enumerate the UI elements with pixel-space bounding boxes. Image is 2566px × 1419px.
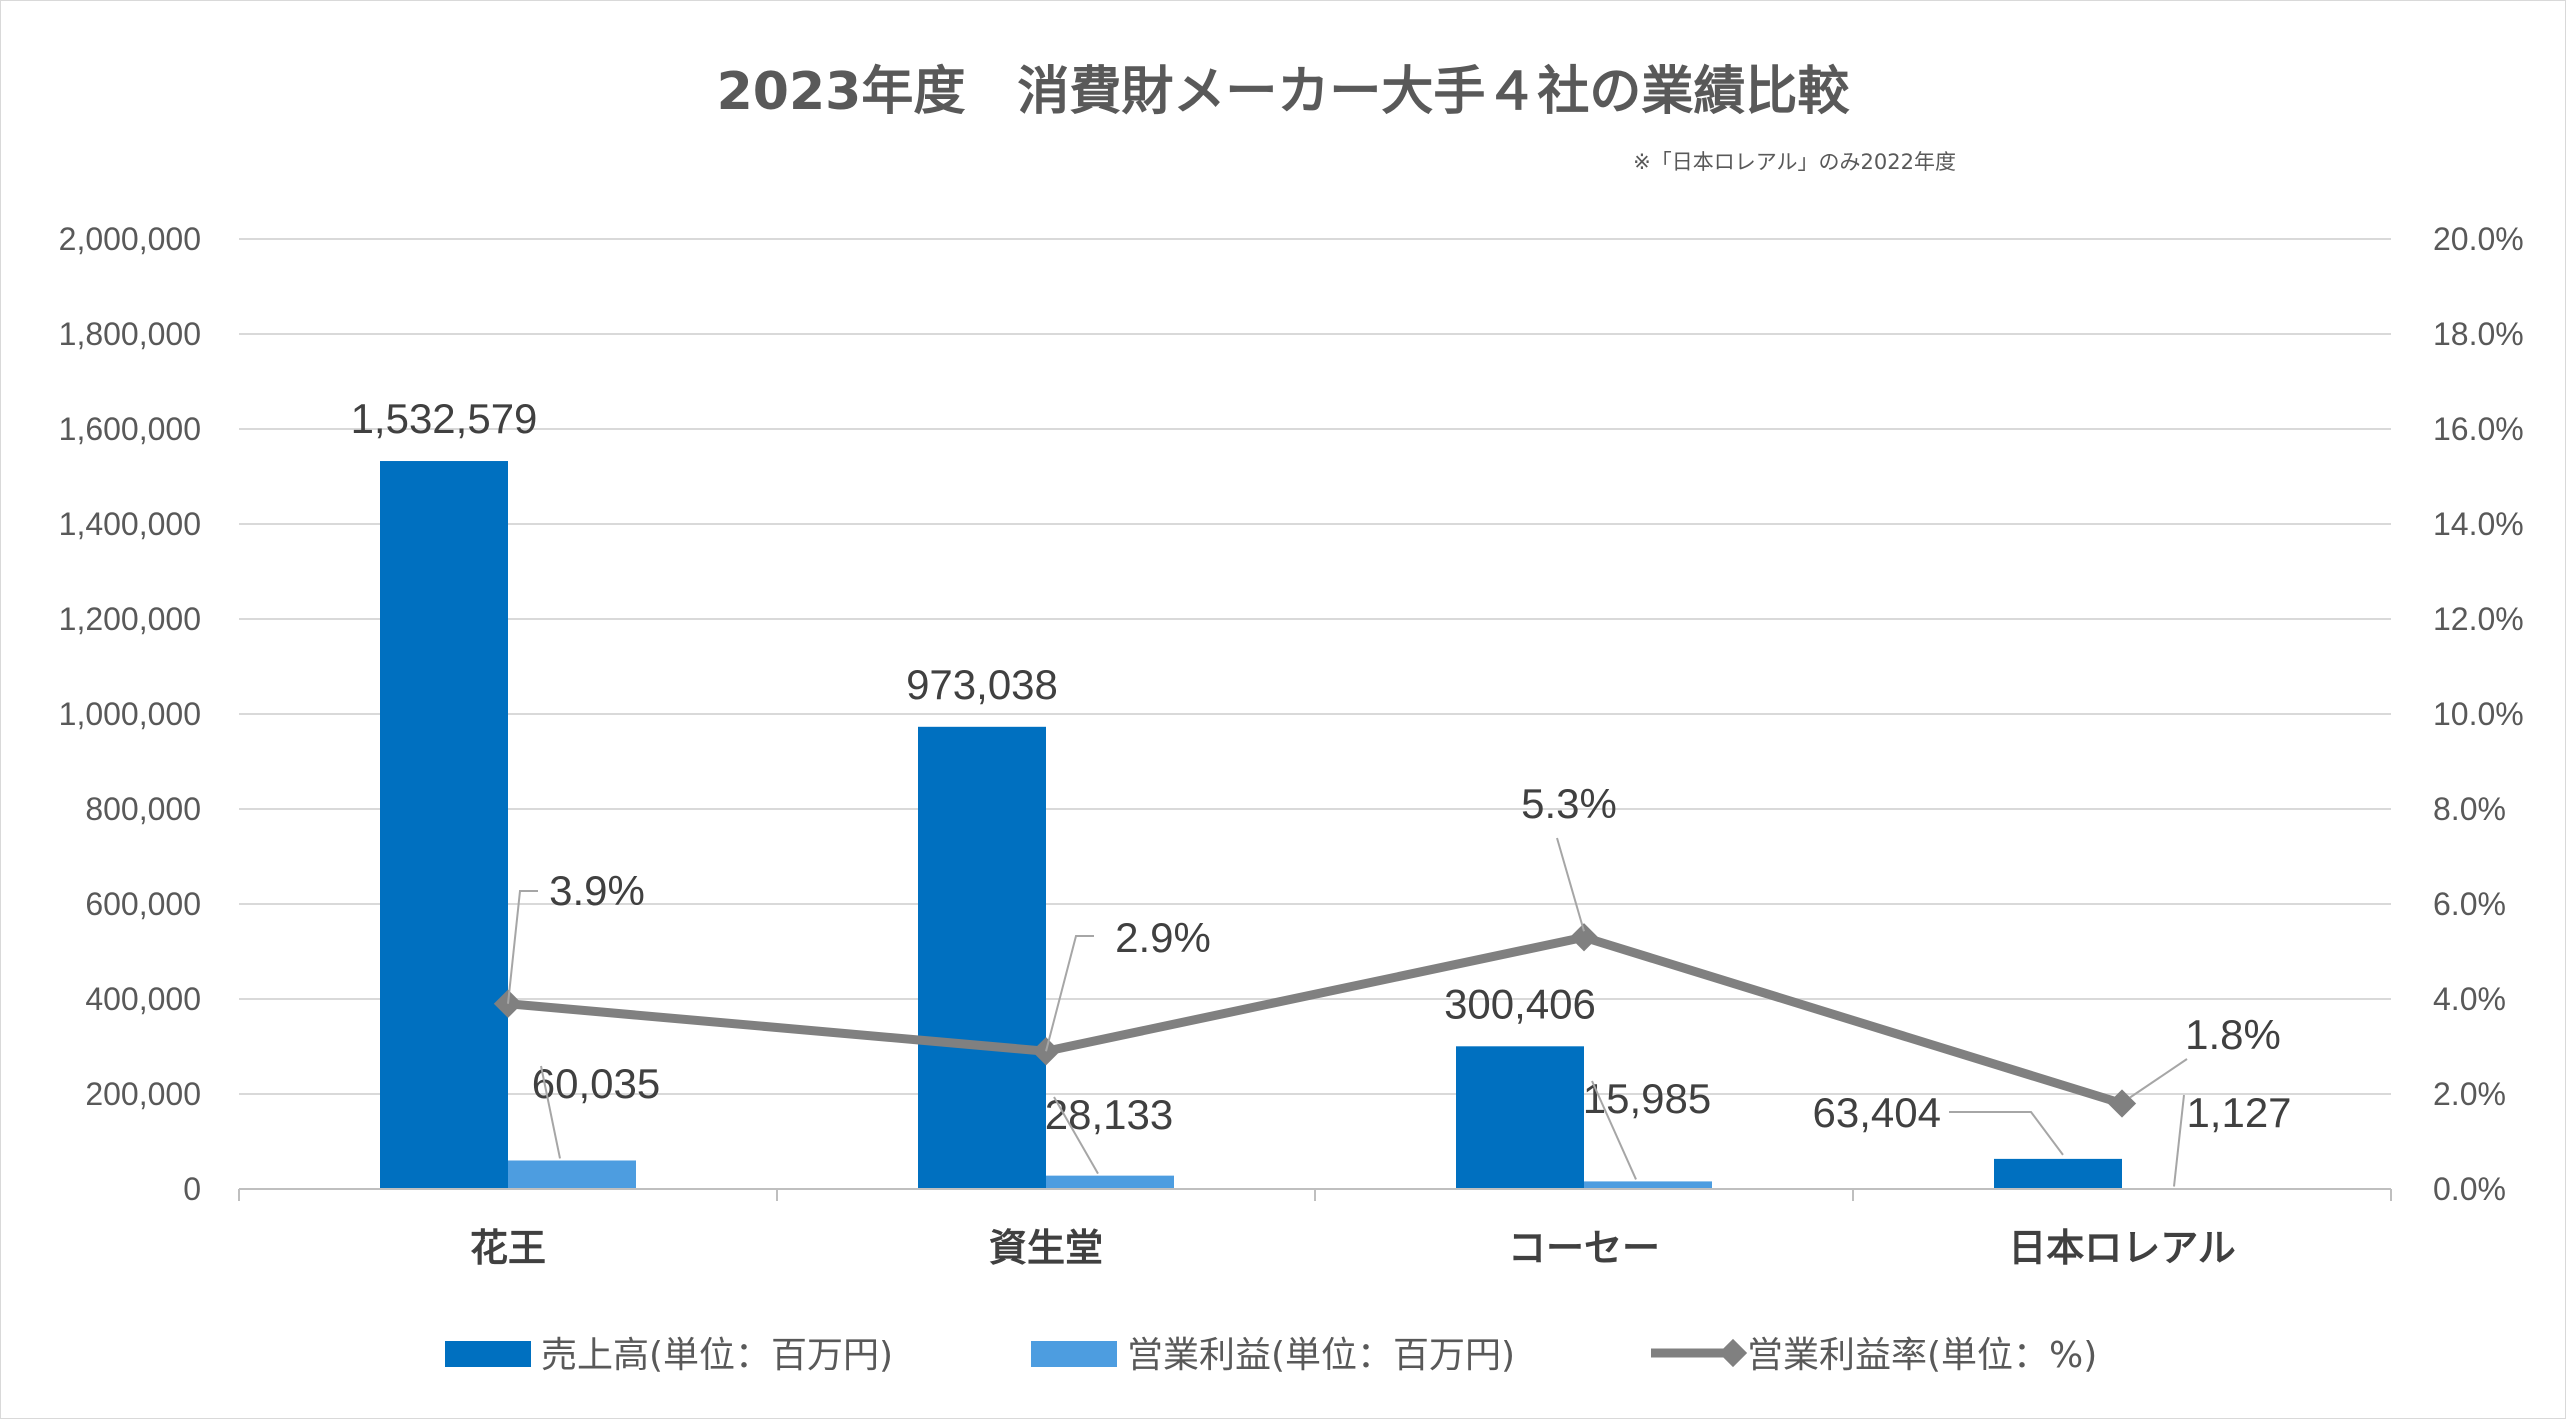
leader-line	[2129, 1058, 2188, 1099]
x-category-label: 花王	[470, 1226, 546, 1270]
leader-line	[1949, 1111, 2064, 1156]
data-label-operating-margin: 3.9%	[549, 867, 645, 914]
y-right-tick-label: 4.0%	[2433, 981, 2506, 1017]
data-label-operating-margin: 5.3%	[1521, 780, 1617, 827]
y-left-tick-label: 1,200,000	[59, 601, 201, 637]
legend-label-operating-margin: 営業利益率(単位：%)	[1747, 1335, 2097, 1376]
data-label-operating-profit: 15,985	[1583, 1075, 1711, 1122]
y-right-tick-label: 6.0%	[2433, 886, 2506, 922]
data-label-operating-profit: 1,127	[2186, 1089, 2291, 1136]
y-left-tick-label: 600,000	[85, 886, 201, 922]
legend-label-operating-profit: 営業利益(単位：百万円)	[1127, 1335, 1515, 1376]
leader-line	[507, 890, 538, 1004]
chart-subtitle: ※「日本ロレアル」のみ2022年度	[1633, 150, 1956, 174]
y-right-tick-label: 20.0%	[2433, 221, 2524, 257]
legend-marker-operating-margin	[1718, 1338, 1748, 1368]
y-left-tick-label: 1,400,000	[59, 506, 201, 542]
line-layer	[493, 923, 2137, 1118]
data-label-operating-margin: 1.8%	[2185, 1011, 2281, 1058]
bar-sales	[918, 726, 1046, 1189]
legend: 売上高(単位：百万円) 営業利益(単位：百万円) 営業利益率(単位：%)	[445, 1335, 2097, 1376]
data-label-sales: 1,532,579	[351, 395, 538, 442]
x-category-label: 資生堂	[989, 1226, 1103, 1270]
data-label-operating-profit: 28,133	[1045, 1091, 1173, 1138]
legend-label-sales: 売上高(単位：百万円)	[541, 1335, 893, 1376]
y-left-tick-label: 1,800,000	[59, 316, 201, 352]
marker-operating-margin	[2107, 1089, 2137, 1118]
data-label-sales: 973,038	[906, 661, 1058, 708]
leader-line	[540, 1065, 561, 1159]
chart-title: 2023年度 消費財メーカー大手４社の業績比較	[717, 62, 1851, 122]
bar-operating-profit	[1046, 1175, 1174, 1189]
leader-line	[2173, 1094, 2185, 1187]
bar-layer	[380, 461, 2250, 1189]
y-left-tick-label: 1,600,000	[59, 411, 201, 447]
data-label-sales: 63,404	[1813, 1089, 1941, 1136]
y-right-tick-label: 14.0%	[2433, 506, 2524, 542]
y-right-tick-label: 0.0%	[2433, 1171, 2506, 1207]
grid-layer	[239, 238, 2391, 1095]
bar-operating-profit	[1584, 1181, 1712, 1189]
leader-line	[1045, 935, 1094, 1052]
leader-line	[1556, 837, 1585, 932]
y-right-tick-label: 18.0%	[2433, 316, 2524, 352]
label-layer: 1,532,579 973,038 300,406 63,404 60,035 28,13…	[351, 395, 2292, 1187]
axis-layer: 0 200,000 400,000 600,000 800,000 1,000,000 1,…	[59, 221, 2524, 1270]
y-right-tick-label: 16.0%	[2433, 411, 2524, 447]
bar-sales	[1994, 1158, 2122, 1189]
y-left-tick-label: 1,000,000	[59, 696, 201, 732]
leader-line	[1591, 1080, 1637, 1180]
y-right-tick-label: 2.0%	[2433, 1076, 2506, 1112]
data-label-sales: 300,406	[1444, 980, 1596, 1027]
bar-sales	[1456, 1046, 1584, 1189]
y-left-tick-label: 2,000,000	[59, 221, 201, 257]
line-operating-margin	[507, 932, 2124, 1108]
y-left-tick-label: 800,000	[85, 791, 201, 827]
y-left-tick-label: 0	[183, 1171, 201, 1207]
legend-swatch-sales	[445, 1341, 531, 1367]
y-left-tick-label: 200,000	[85, 1076, 201, 1112]
y-right-tick-label: 10.0%	[2433, 696, 2524, 732]
data-label-operating-profit: 60,035	[532, 1060, 660, 1107]
leader-line	[1053, 1096, 1099, 1175]
y-left-tick-label: 400,000	[85, 981, 201, 1017]
legend-swatch-operating-profit	[1031, 1341, 1117, 1367]
y-right-tick-label: 12.0%	[2433, 601, 2524, 637]
bar-operating-profit	[508, 1160, 636, 1189]
bar-sales	[380, 461, 508, 1189]
y-right-tick-label: 8.0%	[2433, 791, 2506, 827]
x-category-label: コーセー	[1508, 1226, 1660, 1270]
x-category-label: 日本ロレアル	[2008, 1226, 2236, 1270]
data-label-operating-margin: 2.9%	[1115, 914, 1211, 961]
marker-operating-margin	[1569, 923, 1599, 952]
